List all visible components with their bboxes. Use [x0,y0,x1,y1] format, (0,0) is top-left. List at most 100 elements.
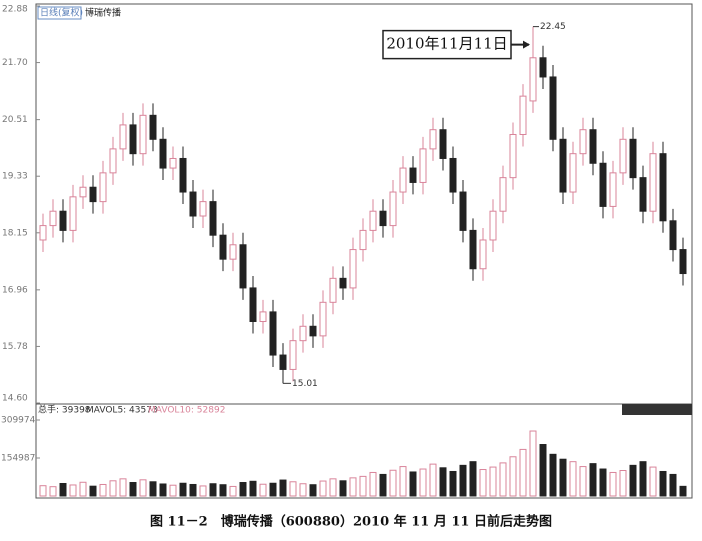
candle-body [59,210,67,231]
candle-body [89,186,97,203]
candle-body [599,162,607,207]
volume-bar [539,444,547,497]
y-tick-label: 18.15 [2,228,28,238]
price-frame [35,3,693,405]
volume-bar [499,462,507,497]
period-label: 日线(复权) [40,7,83,19]
volume-bar [579,466,587,497]
candle-body [489,210,497,241]
candle-body [399,167,407,193]
stock-name: 博瑞传播 [85,7,121,19]
candle-body [199,201,207,217]
volume-bar [59,482,67,497]
candle-body [449,157,457,193]
volume-bar [109,480,117,497]
candle-body [499,177,507,212]
volume-bar [129,482,137,497]
candle-body [649,153,657,212]
volume-bar [379,473,387,497]
candle-body [189,191,197,217]
candle-body [519,95,527,135]
volume-bar [349,477,357,497]
volume-bar [249,480,257,497]
volume-bar [99,483,107,497]
period-box [37,6,82,20]
candle-body [419,148,427,183]
candle-body [299,325,307,342]
volume-bar [299,483,307,497]
volume-bar [79,481,87,497]
y-tick-label: 20.51 [2,115,28,125]
candle-body [359,229,367,251]
black-box [622,404,692,415]
candle-body [69,196,77,231]
candle-body [369,210,377,231]
volume-bar [219,484,227,497]
volume-bar [49,486,57,497]
volume-bar [489,466,497,497]
candle-body [39,225,47,241]
y-tick-label: 21.70 [2,58,28,68]
candle-body [549,76,557,140]
volume-bar [209,483,217,497]
candle-body [659,153,667,222]
candle-body [129,124,137,155]
candle-body [269,311,277,356]
date-arrowhead [523,40,530,49]
volume-bar [189,483,197,497]
volume-bar [439,467,447,497]
volume-bar [609,471,617,497]
volume-bar [509,456,517,497]
volume-bar [419,468,427,497]
candle-body [439,129,447,159]
volume-bar [289,481,297,497]
candle-body [149,114,157,140]
candle-body [179,157,187,193]
volume-bar [359,475,367,497]
candle-body [669,220,677,251]
candle-body [249,287,257,322]
volume-bar [459,464,467,497]
volume-bar [399,466,407,497]
volume-bar [169,484,177,497]
candle-body [389,191,397,227]
volume-bar [139,479,147,497]
candle-body [629,138,637,179]
candle-body [109,148,117,174]
volume-bar [679,485,687,497]
volume-bar [199,485,207,497]
volume-bar [529,430,537,497]
candle-body [409,167,417,183]
volume-bar [259,483,267,497]
candle-body [219,234,227,260]
caption: 图 11－2 博瑞传播（600880）2010 年 11 月 11 日前后走势图 [150,514,552,530]
y-tick-label: 19.33 [2,172,28,182]
volume-bar [39,485,47,497]
candle-body [569,153,577,193]
volume-bar [149,481,157,497]
candle-body [79,186,87,198]
volume-bar [629,464,637,497]
candle-body [349,249,357,289]
volume-bar [659,470,667,497]
candle-body [339,277,347,289]
volume-legend: 总手: 39398 [38,404,91,416]
volume-bar [319,480,327,497]
candle-body [309,325,317,337]
candle-body [139,114,147,155]
volume-bar [519,448,527,497]
candle-body [289,340,297,370]
volume-bar [369,471,377,497]
volume-bar [279,479,287,497]
candle-body [579,129,587,155]
volume-bar [409,471,417,497]
volume-bar [559,458,567,497]
volume-bar [649,466,657,497]
volume-bar [309,484,317,497]
date-label: 2010年11月11日 [386,35,507,53]
candle-body [619,138,627,174]
candle-body [329,277,337,303]
volume-tick-label: 309974 [1,416,36,426]
volume-bar [179,482,187,497]
